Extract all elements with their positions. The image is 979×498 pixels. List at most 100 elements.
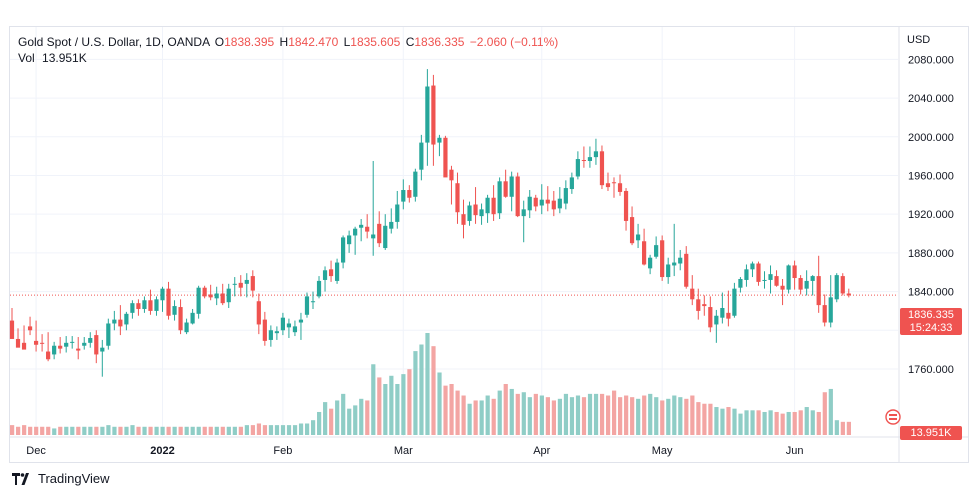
volume-bar [395,384,400,435]
candle-body [64,342,69,347]
volume-bar [353,405,358,435]
symbol-title[interactable]: Gold Spot / U.S. Dollar, 1D, OANDA [18,35,210,49]
volume-bar [485,395,490,435]
candle-body [190,312,195,324]
volume-bar [726,407,731,435]
candle [822,294,827,327]
candle-body [419,142,424,170]
candle-body [756,263,761,282]
low-value: 1835.605 [350,35,401,49]
candle-body [15,338,21,348]
y-tick-label: 1760.000 [908,364,954,376]
candle-body [575,159,580,177]
candle [846,288,851,298]
candle [575,151,580,180]
volume-bar [142,426,147,435]
candle [774,270,779,287]
y-tick-label: 1920.000 [908,209,954,221]
volume-bar [810,410,815,435]
candle-body [774,276,779,286]
candle-body [666,264,671,278]
volume-bar [660,400,665,435]
volume-bar [347,408,352,435]
candle-body [539,199,544,206]
currency-label[interactable]: USD [907,34,931,46]
volume-bar [720,408,725,435]
candle [593,138,599,165]
volume-bar [94,426,99,435]
volume-bar [317,411,322,435]
candle-body [286,323,292,328]
volume-bar [298,423,304,435]
volume-bar [172,426,177,435]
candle-body [70,341,75,343]
candle-body [124,313,129,325]
candle [455,172,460,224]
candle-body [256,301,261,325]
volume-bar [250,425,255,435]
candle-body [341,237,346,263]
candle-body [810,276,815,281]
candle-body [642,241,647,265]
candle-body [491,197,496,215]
candle-body [581,160,586,162]
candle [642,228,647,266]
volume-bar [238,426,243,435]
candle-body [371,234,376,239]
chart-frame [9,26,969,463]
candle-body [184,322,189,333]
volume-bar [76,426,81,435]
candle [21,325,27,350]
candle-body [280,317,285,331]
tradingview-icon [12,472,29,485]
volume-bar [244,425,249,435]
candle-body [623,190,629,221]
candle-body [467,205,472,221]
volume-bar [461,395,466,435]
candles [9,69,851,377]
candle-body [196,287,201,314]
volume-bar [509,388,514,435]
candle [617,174,623,196]
candle [244,273,249,298]
volume-bar [744,410,749,435]
volume-bar [160,426,165,435]
candle [816,255,821,313]
candle-body [40,342,45,344]
volume-bar [118,426,123,435]
tradingview-logo[interactable]: TradingView [12,471,110,486]
volume-bar [503,384,508,435]
candle-body [726,312,731,319]
candle [509,171,514,212]
open-value: 1838.395 [224,35,275,49]
volume-bar [732,408,737,435]
candle [196,285,201,319]
candle-body [629,217,635,244]
candle [569,172,574,194]
volume-bar [280,425,286,435]
candle-body [76,348,81,351]
candle [738,277,743,293]
candle [648,254,653,275]
candle [684,246,689,289]
candle [750,261,755,278]
candle [654,236,659,259]
candle [118,305,123,336]
volume-value: 13.951K [42,51,87,65]
candle [696,288,701,320]
volume-label[interactable]: Vol [18,51,35,65]
volume-bar [407,369,412,435]
volume-bar [112,426,117,435]
candle-body [684,253,689,287]
candle-body [527,196,532,211]
candle [58,337,63,354]
candle-body [768,274,773,280]
candle [70,336,75,349]
high-label: H [279,35,289,49]
candle-body [804,280,809,289]
volume-bar [738,413,743,435]
candle [160,286,165,312]
candle [280,312,285,336]
candle-body [617,183,623,192]
